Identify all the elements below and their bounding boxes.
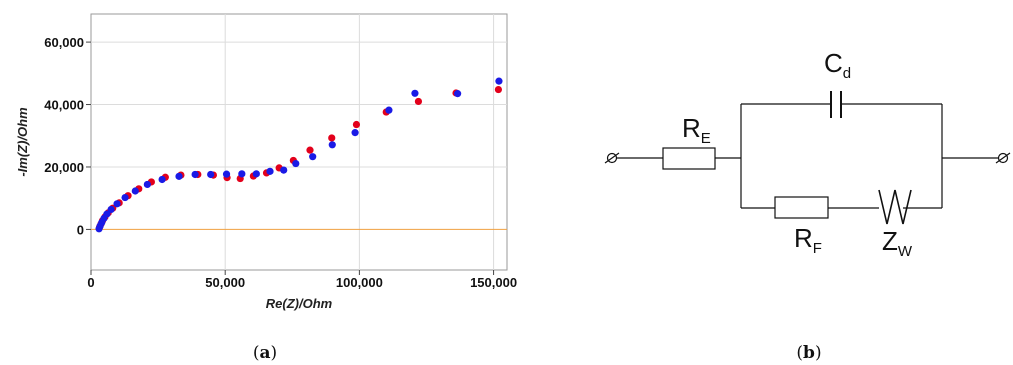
data-point-s1-26 (495, 77, 503, 85)
data-point-s1-16 (252, 170, 260, 178)
x-axis-title: Re(Z)/Ohm (266, 296, 333, 311)
data-point-s1-20 (309, 153, 317, 161)
y-tick-label-3: 60,000 (44, 35, 84, 50)
caption-b: (b) (796, 343, 821, 363)
rf-resistor (774, 196, 829, 219)
data-point-s1-23 (385, 106, 393, 114)
x-tick-label-2: 100,000 (336, 275, 383, 290)
data-point-s1-25 (454, 90, 462, 98)
caption-b-open: ( (796, 343, 803, 363)
data-point-s1-5 (107, 205, 115, 214)
data-point-s0-26 (494, 85, 503, 94)
caption-b-close: ) (815, 343, 822, 363)
data-point-s1-12 (191, 170, 199, 179)
ticks: 0 50,000 100,000 150,000 0 20,000 40,000 60,000 (44, 35, 517, 290)
cd-label-main: C (824, 48, 843, 78)
caption-b-letter: b (803, 343, 815, 363)
x-tick-label-0: 0 (87, 275, 94, 290)
rf-label-main: R (794, 223, 813, 253)
zw-label: ZW (882, 226, 913, 260)
data-point-s1-7 (121, 193, 129, 202)
grid (91, 14, 507, 270)
re-label-main: R (682, 113, 701, 143)
y-axis-title: -Im(Z)/Ohm (15, 107, 30, 177)
cd-label-sub: d (843, 65, 851, 82)
left-terminal-slash (604, 152, 620, 164)
y-tick-label-0: 0 (77, 222, 84, 237)
caption-a: (a) (253, 343, 277, 363)
data-point-s1-24 (411, 89, 419, 97)
data-point-s1-17 (266, 167, 274, 175)
data-point-s1-21 (328, 141, 336, 149)
data-point-s1-22 (351, 129, 359, 137)
nyquist-chart: 0 50,000 100,000 150,000 0 20,000 40,000 60,000… (15, 13, 517, 311)
cd-label: Cd (824, 48, 851, 82)
x-tick-label-1: 50,000 (205, 275, 245, 290)
data-point-s1-10 (158, 175, 166, 184)
data-point-s1-6 (113, 200, 121, 208)
y-tick-label-2: 40,000 (44, 98, 84, 113)
data-point-s1-9 (143, 180, 151, 189)
zw-label-sub: W (898, 243, 913, 260)
data-point-s0-22 (352, 120, 361, 129)
data-point-s1-8 (131, 187, 139, 195)
re-label-sub: E (701, 130, 711, 147)
data-point-s1-15 (238, 170, 246, 178)
re-resistor (662, 147, 716, 170)
data-point-s0-21 (328, 134, 336, 142)
caption-a-close: ) (271, 343, 278, 363)
data-points (95, 77, 503, 233)
y-tick-label-1: 20,000 (44, 160, 84, 175)
data-point-s1-11 (175, 172, 183, 180)
data-point-s1-14 (222, 170, 231, 178)
rf-label: RF (794, 223, 822, 257)
x-tick-label-3: 150,000 (470, 275, 517, 290)
caption-a-open: ( (253, 343, 260, 363)
right-terminal-slash (995, 152, 1011, 164)
zw-warburg-element (878, 189, 912, 225)
right-terminal (997, 152, 1009, 164)
rf-label-sub: F (813, 240, 822, 257)
data-point-s1-19 (292, 159, 300, 168)
plot-area (90, 13, 508, 271)
zw-label-main: Z (882, 226, 898, 256)
data-point-s1-13 (207, 170, 215, 179)
data-point-s0-20 (306, 146, 314, 154)
data-point-s1-4 (103, 210, 111, 218)
caption-a-letter: a (259, 343, 270, 363)
data-point-s1-18 (280, 166, 288, 174)
equivalent-circuit (604, 91, 1011, 225)
re-label: RE (682, 113, 711, 147)
data-point-s0-24 (414, 97, 423, 106)
